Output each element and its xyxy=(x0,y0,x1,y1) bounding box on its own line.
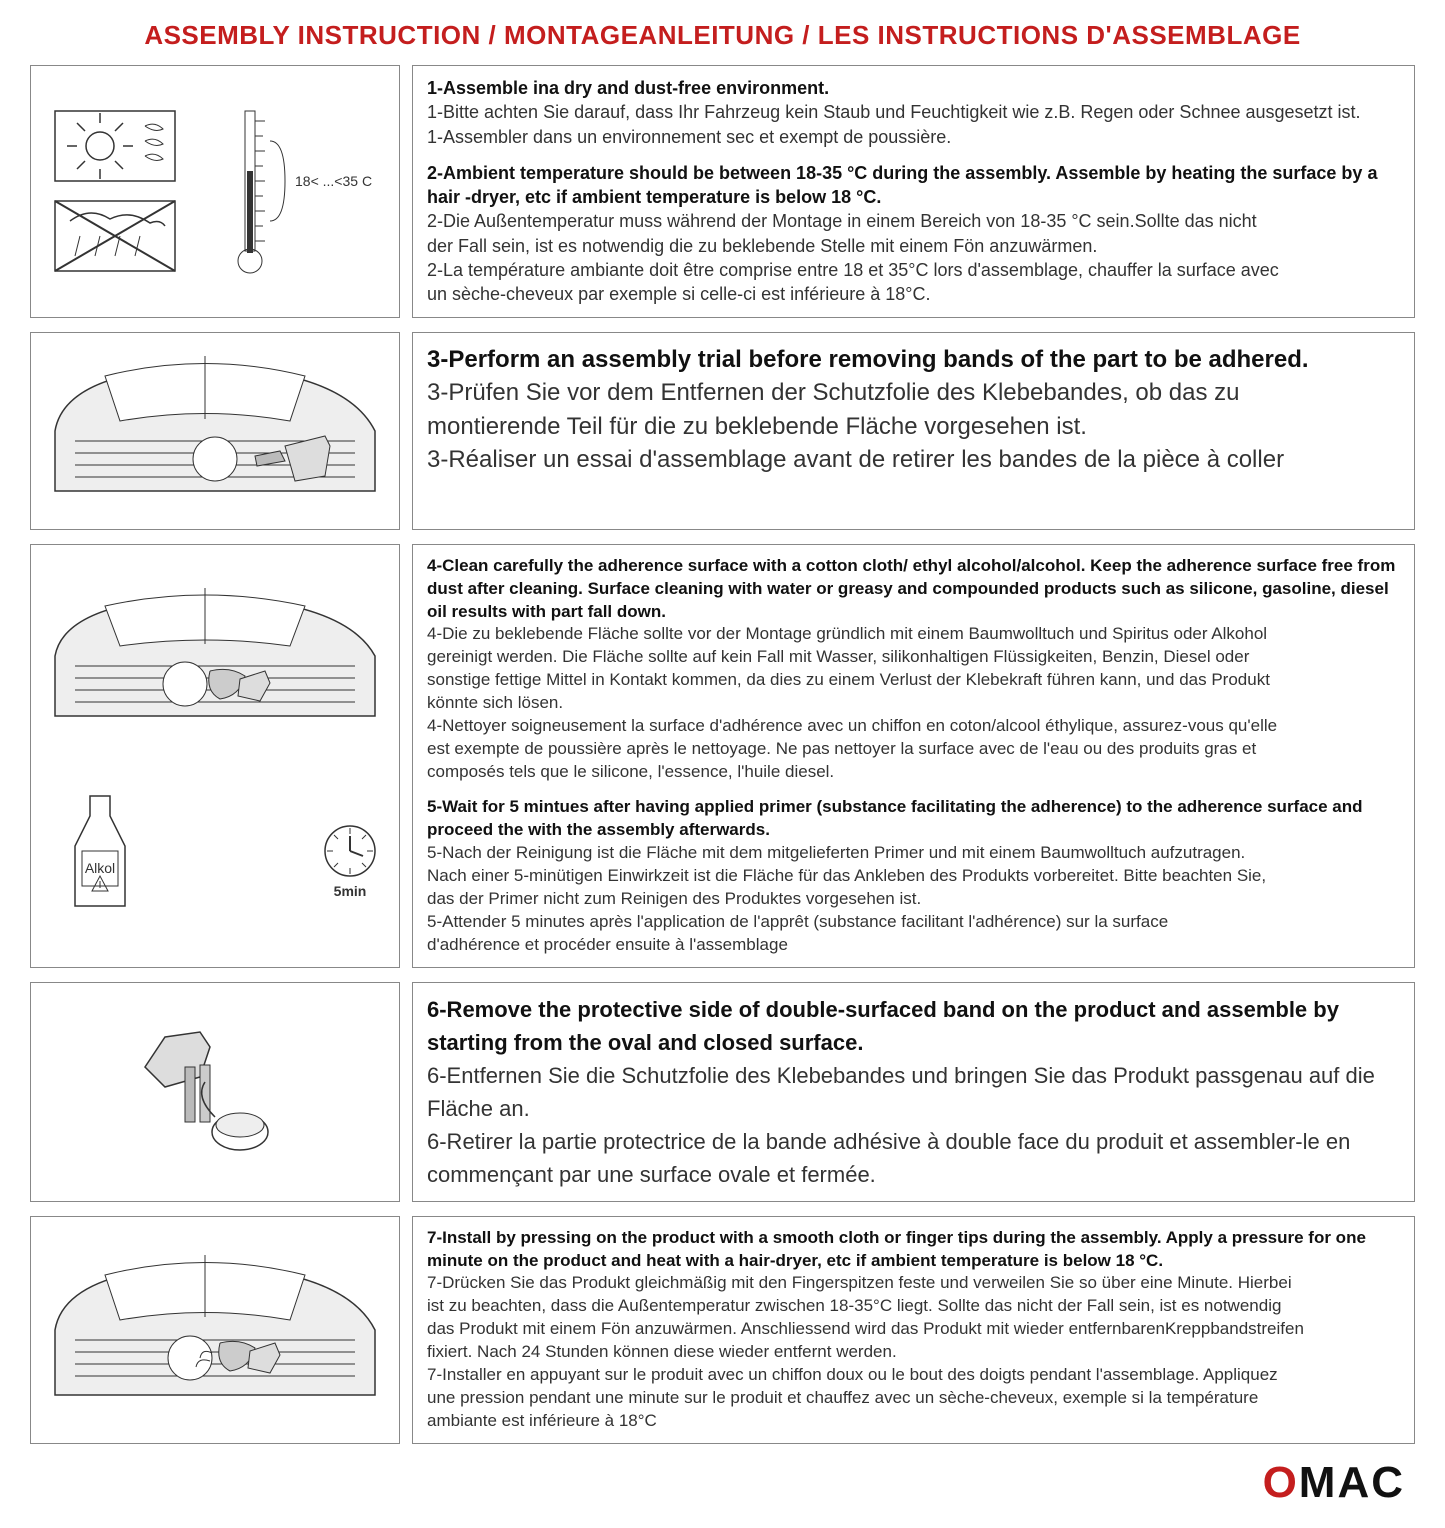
step-7-fr-2: une pression pendant une minute sur le p… xyxy=(427,1387,1400,1410)
step-7-de-4: fixiert. Nach 24 Stunden können diese wi… xyxy=(427,1341,1400,1364)
step-6-fr: 6-Retirer la partie protectrice de la ba… xyxy=(427,1125,1400,1191)
illustration-trial-fit xyxy=(30,332,400,530)
step-2-de-2: der Fall sein, ist es notwendig die zu b… xyxy=(427,234,1400,258)
illustration-environment-temp: 18< ...<35 C xyxy=(30,65,400,318)
brand-o: O xyxy=(1263,1458,1299,1507)
step-6-en: 6-Remove the protective side of double-s… xyxy=(427,993,1400,1059)
step-2-en: 2-Ambient temperature should be between … xyxy=(427,161,1400,210)
step-4-fr-1: 4-Nettoyer soigneusement la surface d'ad… xyxy=(427,715,1400,738)
step-5-de-3: das der Primer nicht zum Reinigen des Pr… xyxy=(427,888,1400,911)
step-3-de-1: 3-Prüfen Sie vor dem Entfernen der Schut… xyxy=(427,376,1400,410)
step-7-fr-1: 7-Installer en appuyant sur le produit a… xyxy=(427,1364,1400,1387)
step-1-de: 1-Bitte achten Sie darauf, dass Ihr Fahr… xyxy=(427,100,1400,124)
instruction-row-5: 7-Install by pressing on the product wit… xyxy=(30,1216,1415,1444)
alcohol-label: Alkol xyxy=(85,860,115,876)
instruction-text-5: 7-Install by pressing on the product wit… xyxy=(412,1216,1415,1444)
temp-range-label: 18< ...<35 C xyxy=(295,173,372,189)
brand-rest: MAC xyxy=(1299,1458,1405,1507)
instruction-row-1: 18< ...<35 C 1-Assemble ina dry and dust… xyxy=(30,65,1415,318)
step-4-de-2: gereinigt werden. Die Fläche sollte auf … xyxy=(427,646,1400,669)
step-7-de-3: das Produkt mit einem Fön anzuwärmen. An… xyxy=(427,1318,1400,1341)
step-2-fr-1: 2-La température ambiante doit être comp… xyxy=(427,258,1400,282)
step-4-fr-3: composés tels que le silicone, l'essence… xyxy=(427,761,1400,784)
step-2-de-1: 2-Die Außentemperatur muss während der M… xyxy=(427,209,1400,233)
step-7-de-1: 7-Drücken Sie das Produkt gleichmäßig mi… xyxy=(427,1272,1400,1295)
instruction-text-2: 3-Perform an assembly trial before remov… xyxy=(412,332,1415,530)
step-7-en: 7-Install by pressing on the product wit… xyxy=(427,1227,1400,1273)
instruction-text-3: 4-Clean carefully the adherence surface … xyxy=(412,544,1415,968)
step-3-fr: 3-Réaliser un essai d'assemblage avant d… xyxy=(427,443,1400,477)
step-4-de-3: sonstige fettige Mittel in Kontakt komme… xyxy=(427,669,1400,692)
instruction-text-1: 1-Assemble ina dry and dust-free environ… xyxy=(412,65,1415,318)
instruction-row-4: 6-Remove the protective side of double-s… xyxy=(30,982,1415,1202)
instruction-text-4: 6-Remove the protective side of double-s… xyxy=(412,982,1415,1202)
step-5-fr-2: d'adhérence et procéder ensuite à l'asse… xyxy=(427,934,1400,957)
illustration-install-press xyxy=(30,1216,400,1444)
step-1-en: 1-Assemble ina dry and dust-free environ… xyxy=(427,76,1400,100)
step-3-en: 3-Perform an assembly trial before remov… xyxy=(427,343,1400,377)
illustration-remove-band xyxy=(30,982,400,1202)
step-5-fr-1: 5-Attender 5 minutes après l'application… xyxy=(427,911,1400,934)
step-4-fr-2: est exempte de poussière après le nettoy… xyxy=(427,738,1400,761)
step-4-de-1: 4-Die zu beklebende Fläche sollte vor de… xyxy=(427,623,1400,646)
step-7-fr-3: ambiante est inférieure à 18°C xyxy=(427,1410,1400,1433)
step-2-fr-2: un sèche-cheveux par exemple si celle-ci… xyxy=(427,282,1400,306)
step-5-de-2: Nach einer 5-minütigen Einwirkzeit ist d… xyxy=(427,865,1400,888)
step-5-en: 5-Wait for 5 mintues after having applie… xyxy=(427,796,1400,842)
step-5-de-1: 5-Nach der Reinigung ist die Fläche mit … xyxy=(427,842,1400,865)
step-1-fr: 1-Assembler dans un environnement sec et… xyxy=(427,125,1400,149)
illustration-clean-primer: Alkol 5min xyxy=(30,544,400,968)
timer-label: 5min xyxy=(334,883,367,899)
step-6-de: 6-Entfernen Sie die Schutzfolie des Kleb… xyxy=(427,1059,1400,1125)
instruction-row-2: 3-Perform an assembly trial before remov… xyxy=(30,332,1415,530)
step-4-en: 4-Clean carefully the adherence surface … xyxy=(427,555,1400,624)
step-3-de-2: montierende Teil für die zu beklebende F… xyxy=(427,410,1400,444)
instruction-row-3: Alkol 5min 4-Clean carefully the ad xyxy=(30,544,1415,968)
brand-logo: OMAC xyxy=(30,1458,1415,1508)
step-7-de-2: ist zu beachten, dass die Außentemperatu… xyxy=(427,1295,1400,1318)
step-4-de-4: könnte sich lösen. xyxy=(427,692,1400,715)
page-title: ASSEMBLY INSTRUCTION / MONTAGEANLEITUNG … xyxy=(30,20,1415,51)
